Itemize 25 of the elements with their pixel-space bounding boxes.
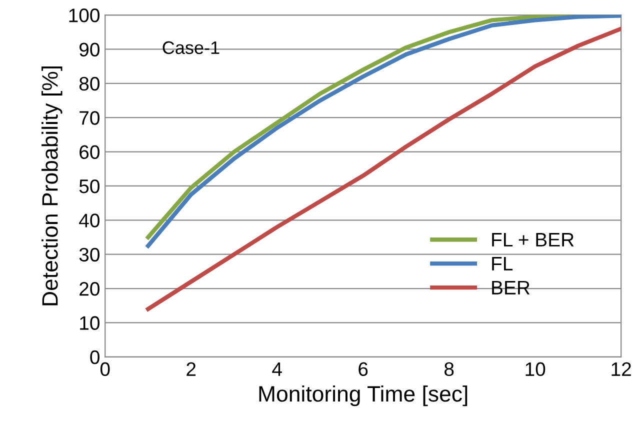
y-axis-title: Detection Probability [%]: [42, 66, 62, 306]
y-tick-label: 40: [79, 214, 100, 228]
legend-label: FL + BER: [492, 233, 574, 246]
x-tick-label: 4: [272, 362, 282, 376]
line-series: [146, 26, 622, 312]
legend-label: BER: [492, 280, 530, 294]
x-tick-label: 6: [358, 362, 368, 376]
y-tick-label: 20: [80, 282, 100, 296]
y-tick-label: 10: [80, 316, 100, 330]
y-tick-label: 90: [80, 42, 100, 56]
annotation: Case-1: [162, 41, 220, 54]
x-tick-label: 0: [100, 362, 110, 376]
y-tick-label: 80: [79, 76, 100, 91]
x-axis-title: Monitoring Time [sec]: [259, 385, 468, 406]
x-tick-label: 10: [526, 362, 546, 376]
y-tick-label: 100: [69, 8, 100, 22]
y-tick-label: 70: [80, 111, 100, 125]
y-tick-label: 50: [79, 179, 100, 194]
y-tick-label: 60: [80, 145, 100, 160]
legend-label: FL: [492, 257, 513, 270]
x-tick-label: 2: [186, 362, 196, 376]
y-tick-label: 0: [90, 350, 100, 364]
x-tick-label: 12: [612, 362, 631, 376]
y-tick-label: 30: [79, 248, 100, 262]
x-tick-label: 8: [444, 362, 454, 376]
